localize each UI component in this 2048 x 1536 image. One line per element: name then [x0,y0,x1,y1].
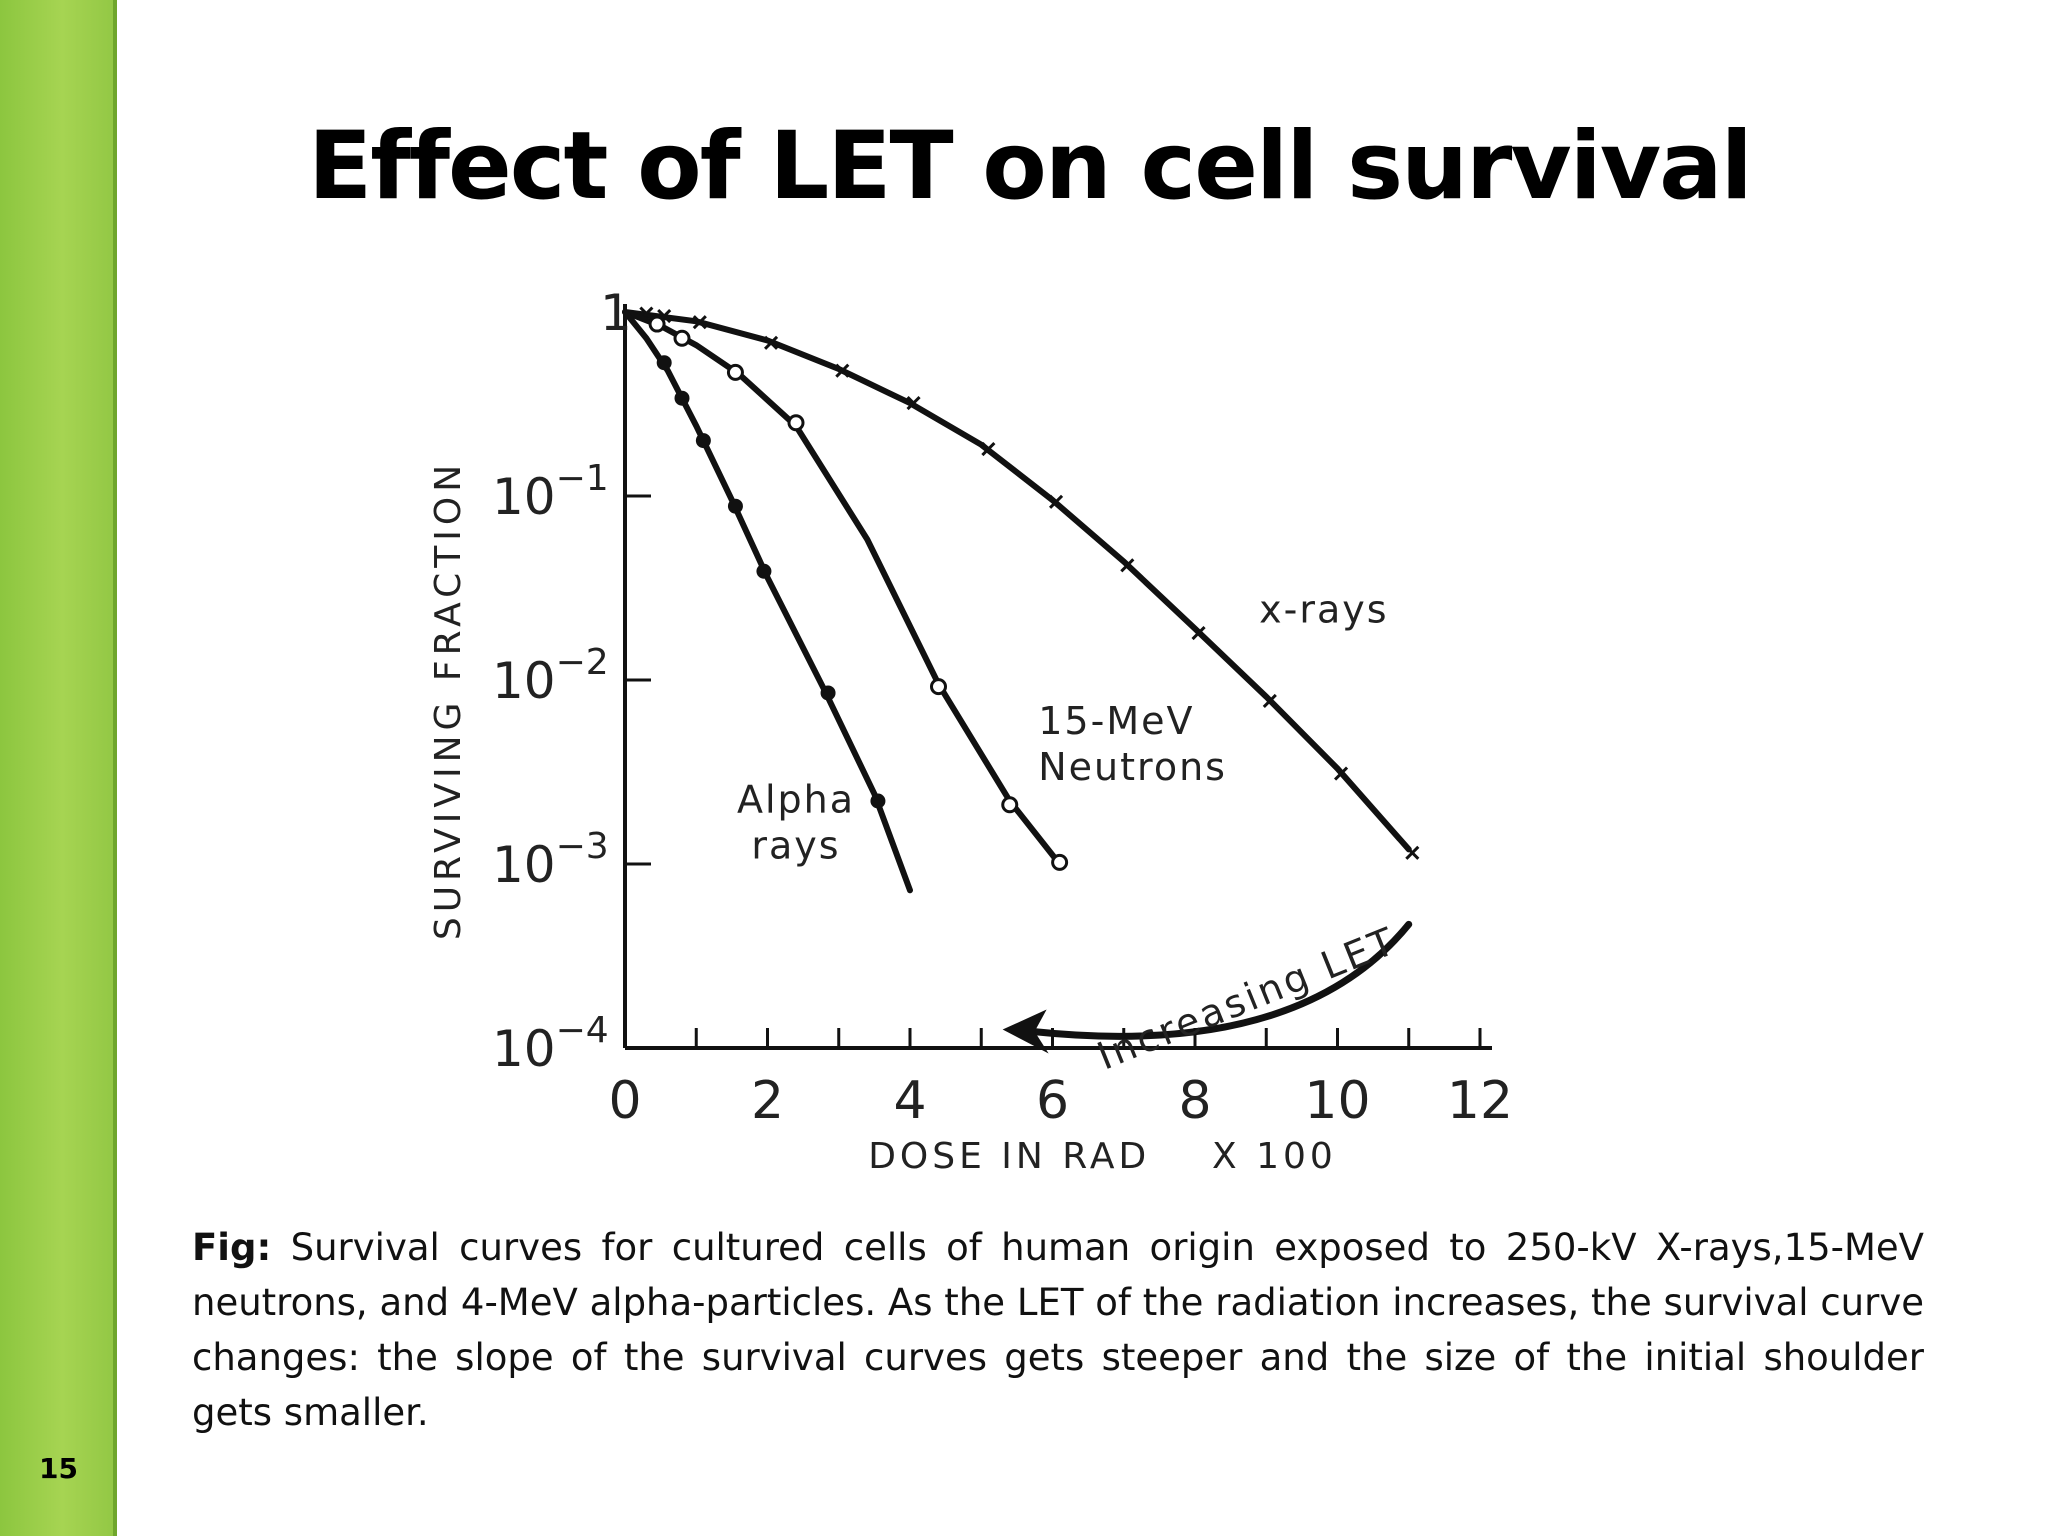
series-label-x-rays: x-rays [1259,588,1388,632]
data-point-alpha-rays [756,563,772,579]
data-point-15-mev-neutrons [787,414,805,432]
data-point-x-rays [835,363,850,378]
data-point-alpha-rays [695,433,711,449]
data-point-x-rays [1334,766,1349,781]
data-point-alpha-rays [727,498,743,514]
data-point-x-rays [1191,625,1206,641]
series-label-15-mev-neutrons: 15-MeV Neutrons [1038,699,1227,789]
data-point-15-mev-neutrons [1051,853,1069,871]
data-point-x-rays [764,335,779,350]
x-tick-label: 8 [1178,1071,1211,1131]
data-point-15-mev-neutrons [726,363,744,381]
data-point-x-rays [1262,693,1277,708]
data-point-15-mev-neutrons [1001,796,1019,814]
y-axis-label: SURVIVING FRACTION [428,460,469,940]
data-point-alpha-rays [820,685,836,701]
increasing-let-label: Increasing LET [1091,918,1403,1078]
data-point-alpha-rays [656,355,672,371]
y-tick-label: 10−2 [492,642,609,710]
x-tick-label: 12 [1447,1071,1513,1131]
figure-caption: Fig: Survival curves for cultured cells … [192,1220,1924,1440]
x-axis-label: DOSE IN RAD X 100 [868,1136,1337,1177]
series-label-alpha-rays: Alpha rays [737,778,855,868]
data-point-15-mev-neutrons [673,329,691,347]
increasing-let-arrow [1029,920,1413,1040]
data-point-x-rays [692,315,707,330]
y-tick-label: 10−3 [492,826,609,894]
data-point-alpha-rays [674,390,690,406]
data-point-x-rays [906,395,921,411]
caption-prefix: Fig: [192,1226,272,1269]
sidebar-accent-bar: 15 [0,0,117,1536]
slide-number: 15 [39,1452,78,1485]
increasing-let-arrowhead [1002,1009,1049,1054]
data-point-x-rays [1120,558,1135,573]
x-tick-label: 6 [1036,1071,1069,1131]
caption-text: Survival curves for cultured cells of hu… [192,1226,1924,1434]
data-point-alpha-rays [870,793,886,809]
x-tick-label: 0 [608,1071,641,1131]
data-point-15-mev-neutrons [930,678,947,696]
x-tick-label: 2 [751,1071,784,1131]
slide-title: Effect of LET on cell survival [308,112,1753,221]
data-point-15-mev-neutrons [648,315,666,333]
y-tick-label: 10−4 [492,1010,609,1078]
data-point-x-rays [1405,845,1420,860]
data-point-x-rays [1049,494,1064,509]
x-tick-label: 4 [893,1071,926,1131]
y-tick-label: 10−1 [492,458,609,526]
series-line-x-rays [622,309,1412,853]
data-point-x-rays [981,441,996,457]
x-tick-label: 10 [1304,1071,1370,1131]
